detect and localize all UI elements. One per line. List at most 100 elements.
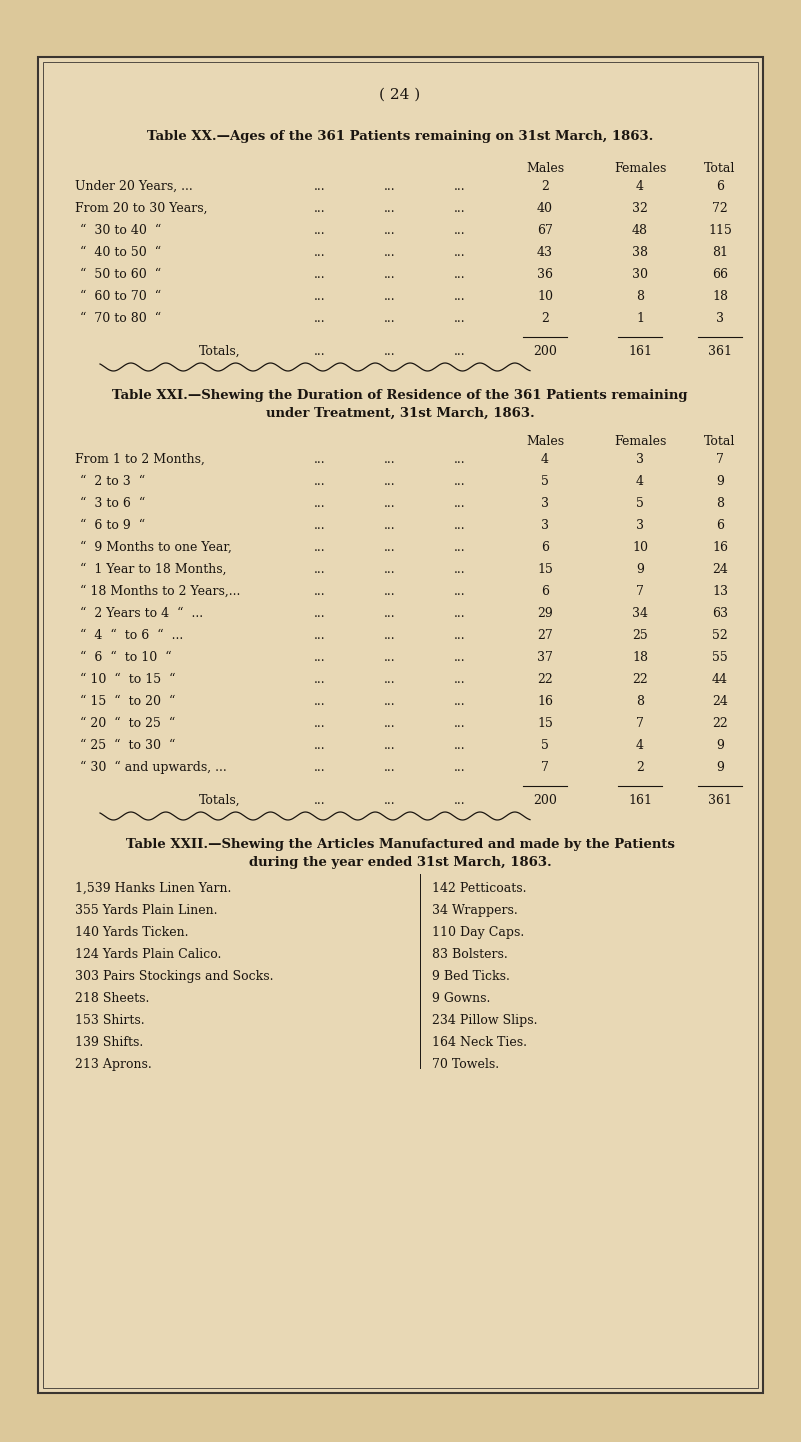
Text: 15: 15: [537, 717, 553, 730]
Text: ...: ...: [314, 650, 326, 663]
Text: 22: 22: [712, 717, 728, 730]
Text: 52: 52: [712, 629, 728, 642]
Text: ...: ...: [384, 562, 396, 575]
Text: 38: 38: [632, 247, 648, 260]
Text: ...: ...: [454, 311, 466, 324]
Text: 3: 3: [636, 519, 644, 532]
Text: ...: ...: [454, 202, 466, 215]
Text: “ 15  “  to 20  “: “ 15 “ to 20 “: [80, 695, 175, 708]
Text: ...: ...: [454, 650, 466, 663]
Text: ...: ...: [454, 717, 466, 730]
Text: 10: 10: [537, 290, 553, 303]
Text: 153 Shirts.: 153 Shirts.: [75, 1014, 145, 1027]
Text: ...: ...: [384, 607, 396, 620]
Text: ...: ...: [384, 453, 396, 466]
Text: ...: ...: [384, 519, 396, 532]
Text: Males: Males: [526, 435, 564, 448]
Text: 22: 22: [632, 673, 648, 686]
Text: ...: ...: [314, 497, 326, 510]
Text: 16: 16: [712, 541, 728, 554]
Text: “  2 to 3  “: “ 2 to 3 “: [80, 474, 145, 487]
Text: ...: ...: [454, 795, 466, 808]
Text: 30: 30: [632, 268, 648, 281]
Text: 32: 32: [632, 202, 648, 215]
Text: ...: ...: [454, 585, 466, 598]
Text: 200: 200: [533, 345, 557, 358]
Text: 9: 9: [636, 562, 644, 575]
Text: 164 Neck Ties.: 164 Neck Ties.: [432, 1035, 527, 1048]
Text: ...: ...: [384, 541, 396, 554]
Text: 5: 5: [541, 474, 549, 487]
Text: 3: 3: [716, 311, 724, 324]
Text: ...: ...: [314, 224, 326, 236]
Text: 22: 22: [537, 673, 553, 686]
Text: 1: 1: [636, 311, 644, 324]
Text: ...: ...: [314, 717, 326, 730]
Text: 29: 29: [537, 607, 553, 620]
Text: ...: ...: [454, 247, 466, 260]
Text: ...: ...: [314, 585, 326, 598]
Text: 142 Petticoats.: 142 Petticoats.: [432, 883, 526, 895]
Text: 48: 48: [632, 224, 648, 236]
Text: ...: ...: [454, 290, 466, 303]
Text: “  6 to 9  “: “ 6 to 9 “: [80, 519, 145, 532]
Text: 6: 6: [541, 585, 549, 598]
Text: 25: 25: [632, 629, 648, 642]
Text: 8: 8: [636, 290, 644, 303]
Text: ...: ...: [314, 519, 326, 532]
Text: 34: 34: [632, 607, 648, 620]
Text: “  9 Months to one Year,: “ 9 Months to one Year,: [80, 541, 231, 554]
Text: ...: ...: [314, 202, 326, 215]
Text: “  70 to 80  “: “ 70 to 80 “: [80, 311, 161, 324]
Text: 161: 161: [628, 345, 652, 358]
Text: ...: ...: [454, 695, 466, 708]
Text: 5: 5: [541, 738, 549, 751]
Text: 1,539 Hanks Linen Yarn.: 1,539 Hanks Linen Yarn.: [75, 883, 231, 895]
Text: 43: 43: [537, 247, 553, 260]
Text: 355 Yards Plain Linen.: 355 Yards Plain Linen.: [75, 904, 218, 917]
Text: “ 18 Months to 2 Years,...: “ 18 Months to 2 Years,...: [80, 585, 240, 598]
Text: ...: ...: [454, 761, 466, 774]
Text: ...: ...: [454, 519, 466, 532]
Text: 37: 37: [537, 650, 553, 663]
Text: ...: ...: [454, 607, 466, 620]
Text: 44: 44: [712, 673, 728, 686]
Text: ...: ...: [384, 268, 396, 281]
Text: “  4  “  to 6  “  ...: “ 4 “ to 6 “ ...: [80, 629, 183, 642]
Text: “ 10  “  to 15  “: “ 10 “ to 15 “: [80, 673, 175, 686]
Text: ...: ...: [454, 562, 466, 575]
Text: 66: 66: [712, 268, 728, 281]
Text: Total: Total: [704, 162, 735, 174]
Text: ...: ...: [384, 717, 396, 730]
Text: 13: 13: [712, 585, 728, 598]
Text: ...: ...: [314, 311, 326, 324]
Text: 6: 6: [716, 519, 724, 532]
Text: From 1 to 2 Months,: From 1 to 2 Months,: [75, 453, 205, 466]
Text: 18: 18: [632, 650, 648, 663]
Text: under Treatment, 31st March, 1863.: under Treatment, 31st March, 1863.: [266, 407, 534, 420]
Text: “  6  “  to 10  “: “ 6 “ to 10 “: [80, 650, 171, 663]
Text: ...: ...: [314, 474, 326, 487]
Text: 3: 3: [541, 497, 549, 510]
Text: 110 Day Caps.: 110 Day Caps.: [432, 926, 524, 939]
Text: 36: 36: [537, 268, 553, 281]
Text: ...: ...: [454, 224, 466, 236]
Text: 2: 2: [541, 311, 549, 324]
Text: 18: 18: [712, 290, 728, 303]
Text: ...: ...: [384, 673, 396, 686]
Text: 70 Towels.: 70 Towels.: [432, 1058, 499, 1071]
Text: ...: ...: [454, 180, 466, 193]
Text: ...: ...: [384, 224, 396, 236]
Text: “  1 Year to 18 Months,: “ 1 Year to 18 Months,: [80, 562, 227, 575]
Text: Totals,: Totals,: [199, 345, 241, 358]
Text: 72: 72: [712, 202, 728, 215]
Text: “  40 to 50  “: “ 40 to 50 “: [80, 247, 161, 260]
Bar: [43, 62, 758, 1389]
Text: ...: ...: [384, 761, 396, 774]
Text: ...: ...: [384, 202, 396, 215]
Text: “  3 to 6  “: “ 3 to 6 “: [80, 497, 145, 510]
Text: 7: 7: [541, 761, 549, 774]
Text: 361: 361: [708, 345, 732, 358]
Text: 8: 8: [636, 695, 644, 708]
Text: 63: 63: [712, 607, 728, 620]
